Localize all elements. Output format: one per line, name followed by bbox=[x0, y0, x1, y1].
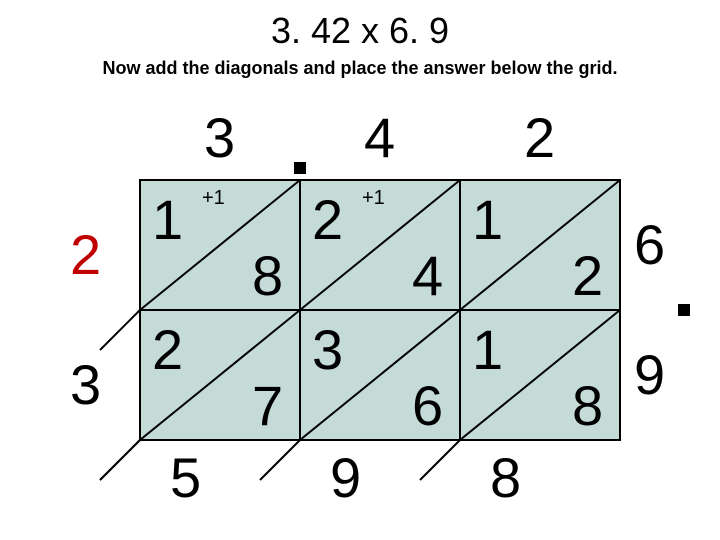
top-decimal-dot bbox=[294, 162, 306, 174]
cell-carry-0-1: +1 bbox=[362, 188, 385, 208]
left-result-1: 3 bbox=[70, 357, 101, 413]
cell-br-1-2: 8 bbox=[572, 378, 603, 434]
cell-br-0-2: 2 bbox=[572, 248, 603, 304]
bottom-result-1: 9 bbox=[330, 450, 361, 506]
cell-br-0-0: 8 bbox=[252, 248, 283, 304]
cell-tl-1-1: 3 bbox=[312, 322, 343, 378]
cell-tl-1-2: 1 bbox=[472, 322, 503, 378]
bottom-result-0: 5 bbox=[170, 450, 201, 506]
bottom-result-2: 8 bbox=[490, 450, 521, 506]
cell-br-0-1: 4 bbox=[412, 248, 443, 304]
right-decimal-dot bbox=[678, 304, 690, 316]
top-digit-0: 3 bbox=[204, 110, 235, 166]
cell-tl-0-2: 1 bbox=[472, 192, 503, 248]
right-digit-0: 6 bbox=[634, 217, 665, 273]
top-digit-1: 4 bbox=[364, 110, 395, 166]
cell-tl-1-0: 2 bbox=[152, 322, 183, 378]
cell-carry-0-0: +1 bbox=[202, 188, 225, 208]
cell-tl-0-1: 2 bbox=[312, 192, 343, 248]
cell-br-1-1: 6 bbox=[412, 378, 443, 434]
lattice-overlay: 342692359818+124+112273618 bbox=[0, 0, 720, 540]
right-digit-1: 9 bbox=[634, 347, 665, 403]
top-digit-2: 2 bbox=[524, 110, 555, 166]
left-result-0: 2 bbox=[70, 227, 101, 283]
cell-br-1-0: 7 bbox=[252, 378, 283, 434]
cell-tl-0-0: 1 bbox=[152, 192, 183, 248]
